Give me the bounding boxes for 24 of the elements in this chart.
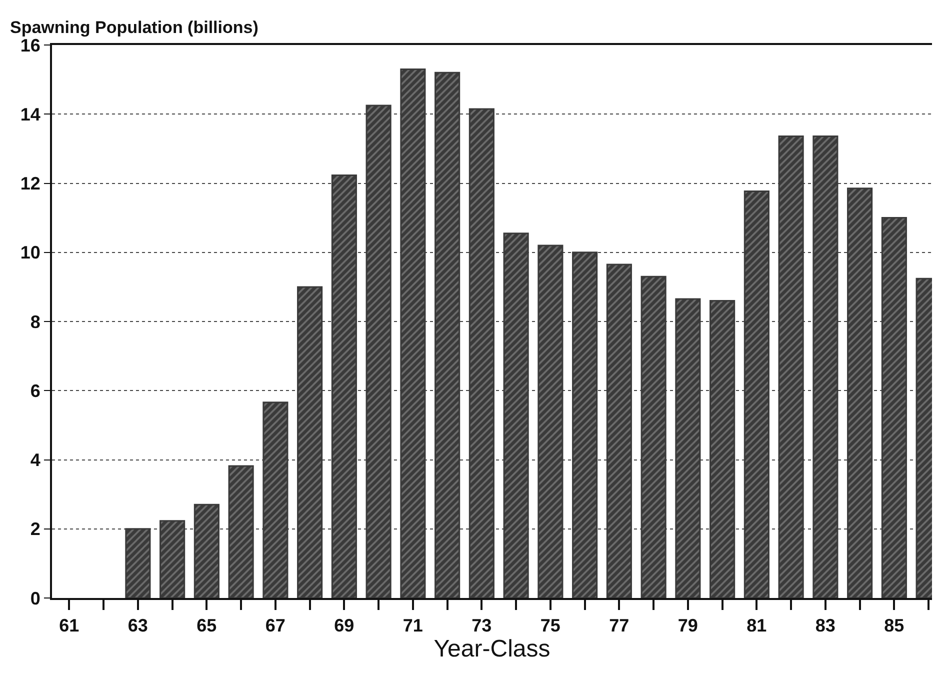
- x-tick-label: 79: [678, 616, 698, 636]
- y-tick-label: 6: [30, 380, 40, 401]
- x-tick-label: 63: [128, 616, 148, 636]
- x-tick-label: 81: [746, 616, 767, 636]
- y-tick-label: 12: [20, 174, 40, 194]
- x-axis-title: Year-Class: [434, 636, 550, 663]
- x-tick-label: 67: [265, 616, 286, 636]
- x-tick-label: 85: [884, 616, 904, 636]
- y-tick-label: 10: [20, 242, 40, 263]
- x-tick-label: 69: [334, 616, 354, 636]
- y-tick-label: 16: [20, 35, 40, 56]
- y-tick-label: 0: [30, 588, 40, 608]
- x-tick-label: 65: [196, 616, 217, 636]
- x-tick-label: 77: [609, 616, 630, 636]
- y-tick-label: 14: [20, 104, 40, 124]
- y-axis-title: Spawning Population (billions): [10, 18, 258, 37]
- y-tick-label: 4: [30, 450, 40, 470]
- y-tick-label: 2: [30, 519, 40, 540]
- x-tick-label: 75: [540, 616, 560, 636]
- y-tick-label: 8: [30, 312, 40, 332]
- x-tick-label: 71: [402, 616, 423, 636]
- x-tick-label: 73: [472, 616, 492, 636]
- x-tick-label: 61: [59, 616, 80, 636]
- x-tick-label: 83: [815, 616, 836, 636]
